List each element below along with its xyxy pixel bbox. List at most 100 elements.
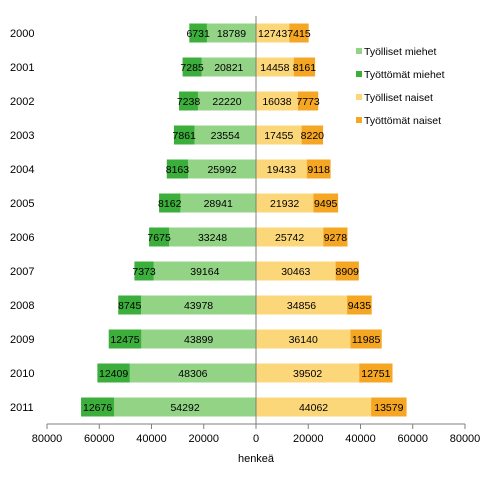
data-label-tyolliset-miehet-2009: 43899 <box>184 334 213 346</box>
bar-tyolliset-naiset-2003 <box>256 125 302 145</box>
x-tick-label-2: 40000 <box>136 433 167 445</box>
data-label-tyolliset-miehet-2007: 39164 <box>190 266 219 278</box>
category-label-2005: 2005 <box>10 198 34 210</box>
data-label-tyolliset-naiset-2001: 14458 <box>260 62 289 74</box>
data-label-tyolliset-naiset-2003: 17455 <box>264 130 293 142</box>
x-tick-label-1: 60000 <box>84 433 115 445</box>
legend-swatch-tyottomat-naiset <box>356 117 362 123</box>
bar-tyottomat-naiset-2006 <box>323 227 348 247</box>
bar-tyolliset-naiset-2002 <box>256 91 298 111</box>
category-label-2009: 2009 <box>10 334 34 346</box>
bar-tyolliset-naiset-2011 <box>256 397 372 417</box>
bar-tyottomat-miehet-2006 <box>149 227 170 247</box>
category-label-2008: 2008 <box>10 300 34 312</box>
bar-tyottomat-miehet-2000 <box>189 23 207 43</box>
bar-tyottomat-naiset-2004 <box>306 159 331 179</box>
data-label-tyolliset-naiset-2004: 19433 <box>267 164 296 176</box>
data-label-tyolliset-miehet-2005: 28941 <box>204 198 233 210</box>
bar-tyottomat-miehet-2010 <box>97 363 130 383</box>
x-tick-label-7: 60000 <box>397 433 428 445</box>
bar-tyottomat-miehet-2004 <box>166 159 189 179</box>
data-label-tyottomat-naiset-2006: 9278 <box>324 232 348 244</box>
category-label-2007: 2007 <box>10 266 34 278</box>
bar-tyolliset-naiset-2010 <box>256 363 360 383</box>
category-label-2002: 2002 <box>10 96 34 108</box>
data-label-tyottomat-naiset-2004: 9118 <box>307 164 330 176</box>
bar-tyolliset-miehet-2002 <box>197 91 256 111</box>
bar-tyottomat-naiset-2010 <box>359 363 393 383</box>
data-label-tyottomat-miehet-2009: 12475 <box>110 334 139 346</box>
data-label-tyottomat-miehet-2005: 8162 <box>158 198 182 210</box>
legend-label-tyolliset-miehet: Työlliset miehet <box>364 46 436 58</box>
category-label-2010: 2010 <box>10 368 34 380</box>
bar-tyottomat-miehet-2001 <box>182 57 202 77</box>
bar-tyottomat-naiset-2005 <box>313 193 339 213</box>
category-label-2004: 2004 <box>10 164 34 176</box>
category-label-2006: 2006 <box>10 232 34 244</box>
data-label-tyolliset-miehet-2001: 20821 <box>214 62 243 74</box>
bar-tyottomat-miehet-2008 <box>118 295 142 315</box>
bars-layer <box>81 23 407 417</box>
bar-tyolliset-miehet-2007 <box>153 261 256 281</box>
data-label-tyolliset-naiset-2011: 44062 <box>299 402 328 414</box>
bar-tyottomat-miehet-2002 <box>179 91 198 111</box>
data-label-tyolliset-naiset-2006: 25742 <box>275 232 304 244</box>
legend: Työlliset miehet Työttömät miehet Työllise… <box>356 46 445 127</box>
data-label-tyolliset-miehet-2004: 25992 <box>207 164 236 176</box>
data-label-tyottomat-miehet-2006: 7675 <box>147 232 171 244</box>
bar-tyottomat-naiset-2001 <box>293 57 316 77</box>
x-axis-title: henkeä <box>238 453 275 465</box>
data-label-tyottomat-miehet-2011: 12676 <box>83 402 112 414</box>
data-label-tyottomat-naiset-2008: 9435 <box>348 300 372 312</box>
data-label-tyolliset-naiset-2007: 30463 <box>281 266 310 278</box>
data-label-tyottomat-miehet-2001: 7285 <box>180 62 204 74</box>
category-label-2003: 2003 <box>10 130 34 142</box>
legend-swatch-tyottomat-miehet <box>356 71 362 77</box>
bar-tyottomat-naiset-2008 <box>347 295 372 315</box>
bar-tyolliset-miehet-2010 <box>129 363 256 383</box>
bar-tyottomat-naiset-2009 <box>350 329 382 349</box>
data-label-tyolliset-miehet-2003: 23554 <box>211 130 240 142</box>
data-label-tyolliset-miehet-2010: 48306 <box>178 368 207 380</box>
bar-tyottomat-naiset-2003 <box>301 125 324 145</box>
bar-tyottomat-miehet-2011 <box>81 397 115 417</box>
bar-tyottomat-miehet-2007 <box>134 261 154 281</box>
data-label-tyolliset-naiset-2010: 39502 <box>293 368 322 380</box>
data-label-tyottomat-naiset-2007: 8909 <box>336 266 360 278</box>
bar-tyolliset-naiset-2009 <box>256 329 351 349</box>
data-label-tyottomat-naiset-2009: 11985 <box>352 334 381 346</box>
data-label-tyolliset-miehet-2002: 22220 <box>212 96 241 108</box>
x-tick-label-6: 40000 <box>345 433 376 445</box>
data-label-tyottomat-naiset-2003: 8220 <box>301 130 325 142</box>
bar-tyolliset-naiset-2007 <box>256 261 336 281</box>
bar-tyottomat-naiset-2007 <box>335 261 359 281</box>
category-label-2000: 2000 <box>10 28 34 40</box>
data-label-tyottomat-miehet-2008: 8745 <box>118 300 142 312</box>
category-label-2011: 2011 <box>10 402 34 414</box>
data-label-tyolliset-naiset-2009: 36140 <box>289 334 318 346</box>
bar-tyolliset-naiset-2006 <box>256 227 324 247</box>
data-label-tyottomat-miehet-2010: 12409 <box>99 368 128 380</box>
bar-tyottomat-miehet-2003 <box>173 125 195 145</box>
bar-tyolliset-naiset-2001 <box>256 57 294 77</box>
data-label-tyottomat-miehet-2007: 7373 <box>132 266 156 278</box>
data-label-tyolliset-miehet-2008: 43978 <box>184 300 213 312</box>
x-tick-label-0: 80000 <box>32 433 63 445</box>
bar-tyottomat-miehet-2009 <box>108 329 142 349</box>
bar-tyolliset-miehet-2009 <box>141 329 256 349</box>
data-label-tyottomat-naiset-2010: 12751 <box>361 368 390 380</box>
x-tick-label-8: 80000 <box>450 433 481 445</box>
data-label-tyottomat-miehet-2004: 8163 <box>166 164 190 176</box>
data-label-tyottomat-naiset-2000: 7415 <box>287 28 311 40</box>
bar-tyolliset-naiset-2004 <box>256 159 307 179</box>
legend-swatch-tyolliset-miehet <box>356 48 362 54</box>
bar-tyolliset-naiset-2008 <box>256 295 348 315</box>
data-label-tyottomat-naiset-2011: 13579 <box>374 402 403 414</box>
bar-tyolliset-miehet-2000 <box>206 23 256 43</box>
data-label-tyolliset-naiset-2005: 21932 <box>270 198 299 210</box>
x-tick-label-4: 0 <box>253 433 259 445</box>
data-label-tyolliset-miehet-2006: 33248 <box>198 232 227 244</box>
bar-tyolliset-miehet-2005 <box>180 193 256 213</box>
bar-tyolliset-miehet-2003 <box>194 125 256 145</box>
bar-tyolliset-miehet-2008 <box>141 295 256 315</box>
